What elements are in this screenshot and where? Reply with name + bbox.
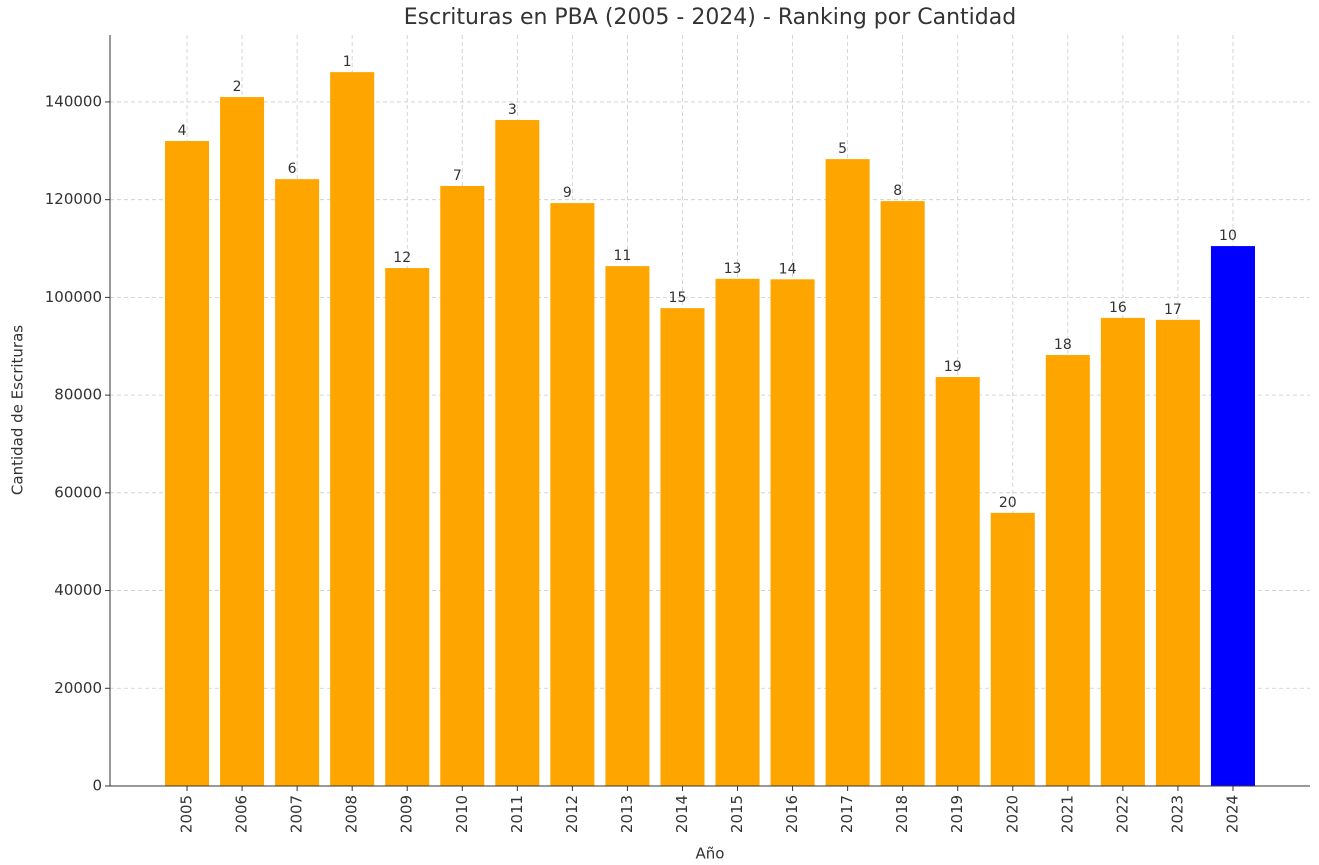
x-tick-label: 2009 [398, 795, 416, 833]
bar-annotation: 1 [343, 54, 352, 70]
y-tick-label: 140000 [45, 92, 102, 110]
bar-annotation: 7 [453, 168, 462, 184]
bar-annotation: 18 [1054, 337, 1072, 353]
bar-annotation: 2 [233, 79, 242, 95]
bar [440, 185, 485, 786]
bar-annotation: 4 [178, 123, 187, 139]
x-tick-label: 2007 [288, 795, 306, 833]
y-tick-label: 80000 [54, 386, 102, 404]
x-tick-label: 2005 [178, 795, 196, 833]
x-axis-label: Año [696, 845, 725, 863]
chart-title: Escrituras en PBA (2005 - 2024) - Rankin… [404, 5, 1016, 30]
bar [715, 278, 760, 786]
x-tick-label: 2017 [838, 795, 856, 833]
x-tick-label: 2011 [508, 795, 526, 833]
x-tick-label: 2014 [673, 795, 691, 833]
x-tick-label: 2024 [1223, 795, 1241, 833]
bar [660, 308, 705, 786]
x-tick-label: 2010 [453, 795, 471, 833]
x-tick-label: 2019 [948, 795, 966, 833]
bar [605, 266, 650, 786]
y-tick-label: 60000 [54, 483, 102, 501]
y-tick-label: 120000 [45, 190, 102, 208]
x-tick-label: 2008 [343, 795, 361, 833]
bar [825, 159, 870, 786]
y-tick-label: 100000 [45, 288, 102, 306]
x-tick-label: 2020 [1003, 795, 1021, 833]
bar-annotation: 17 [1164, 302, 1182, 318]
bar-annotation: 8 [893, 183, 902, 199]
x-tick-label: 2016 [783, 795, 801, 833]
bar [330, 72, 375, 786]
x-tick-label: 2012 [563, 795, 581, 833]
bar-annotation: 10 [1219, 228, 1237, 244]
bar-annotation: 16 [1109, 300, 1127, 316]
bar-annotation: 6 [288, 161, 297, 177]
x-tick-label: 2013 [618, 795, 636, 833]
bar [220, 97, 265, 786]
bar [770, 279, 815, 786]
bar-annotation: 14 [779, 261, 797, 277]
bar-annotation: 19 [944, 359, 962, 375]
bar-annotation: 20 [999, 495, 1017, 511]
bar-annotation: 15 [669, 290, 687, 306]
bar-annotation: 9 [563, 185, 572, 201]
bar-annotation: 12 [393, 250, 411, 266]
y-tick-label: 20000 [54, 679, 102, 697]
x-tick-label: 2018 [893, 795, 911, 833]
bar [1100, 317, 1145, 786]
x-tick-label: 2015 [728, 795, 746, 833]
bar [1155, 319, 1200, 786]
bar [550, 203, 595, 787]
x-tick-label: 2023 [1168, 795, 1186, 833]
bar [495, 120, 540, 787]
bar [1210, 246, 1255, 787]
x-tick-label: 2022 [1113, 795, 1131, 833]
bar [935, 377, 980, 786]
bar [1045, 355, 1090, 786]
y-tick-label: 40000 [54, 581, 102, 599]
bar [275, 179, 320, 787]
bar-annotation: 5 [838, 141, 847, 157]
bar-annotation: 3 [508, 102, 517, 118]
bar [990, 512, 1035, 786]
bar-annotation: 11 [614, 248, 632, 264]
x-tick-label: 2021 [1058, 795, 1076, 833]
bar [385, 268, 430, 786]
x-tick-label: 2006 [233, 795, 251, 833]
bar-annotation: 13 [724, 261, 742, 277]
bar [165, 141, 210, 786]
bar [880, 201, 925, 787]
y-tick-label: 0 [92, 777, 102, 795]
y-axis-label: Cantidad de Escrituras [9, 325, 27, 495]
